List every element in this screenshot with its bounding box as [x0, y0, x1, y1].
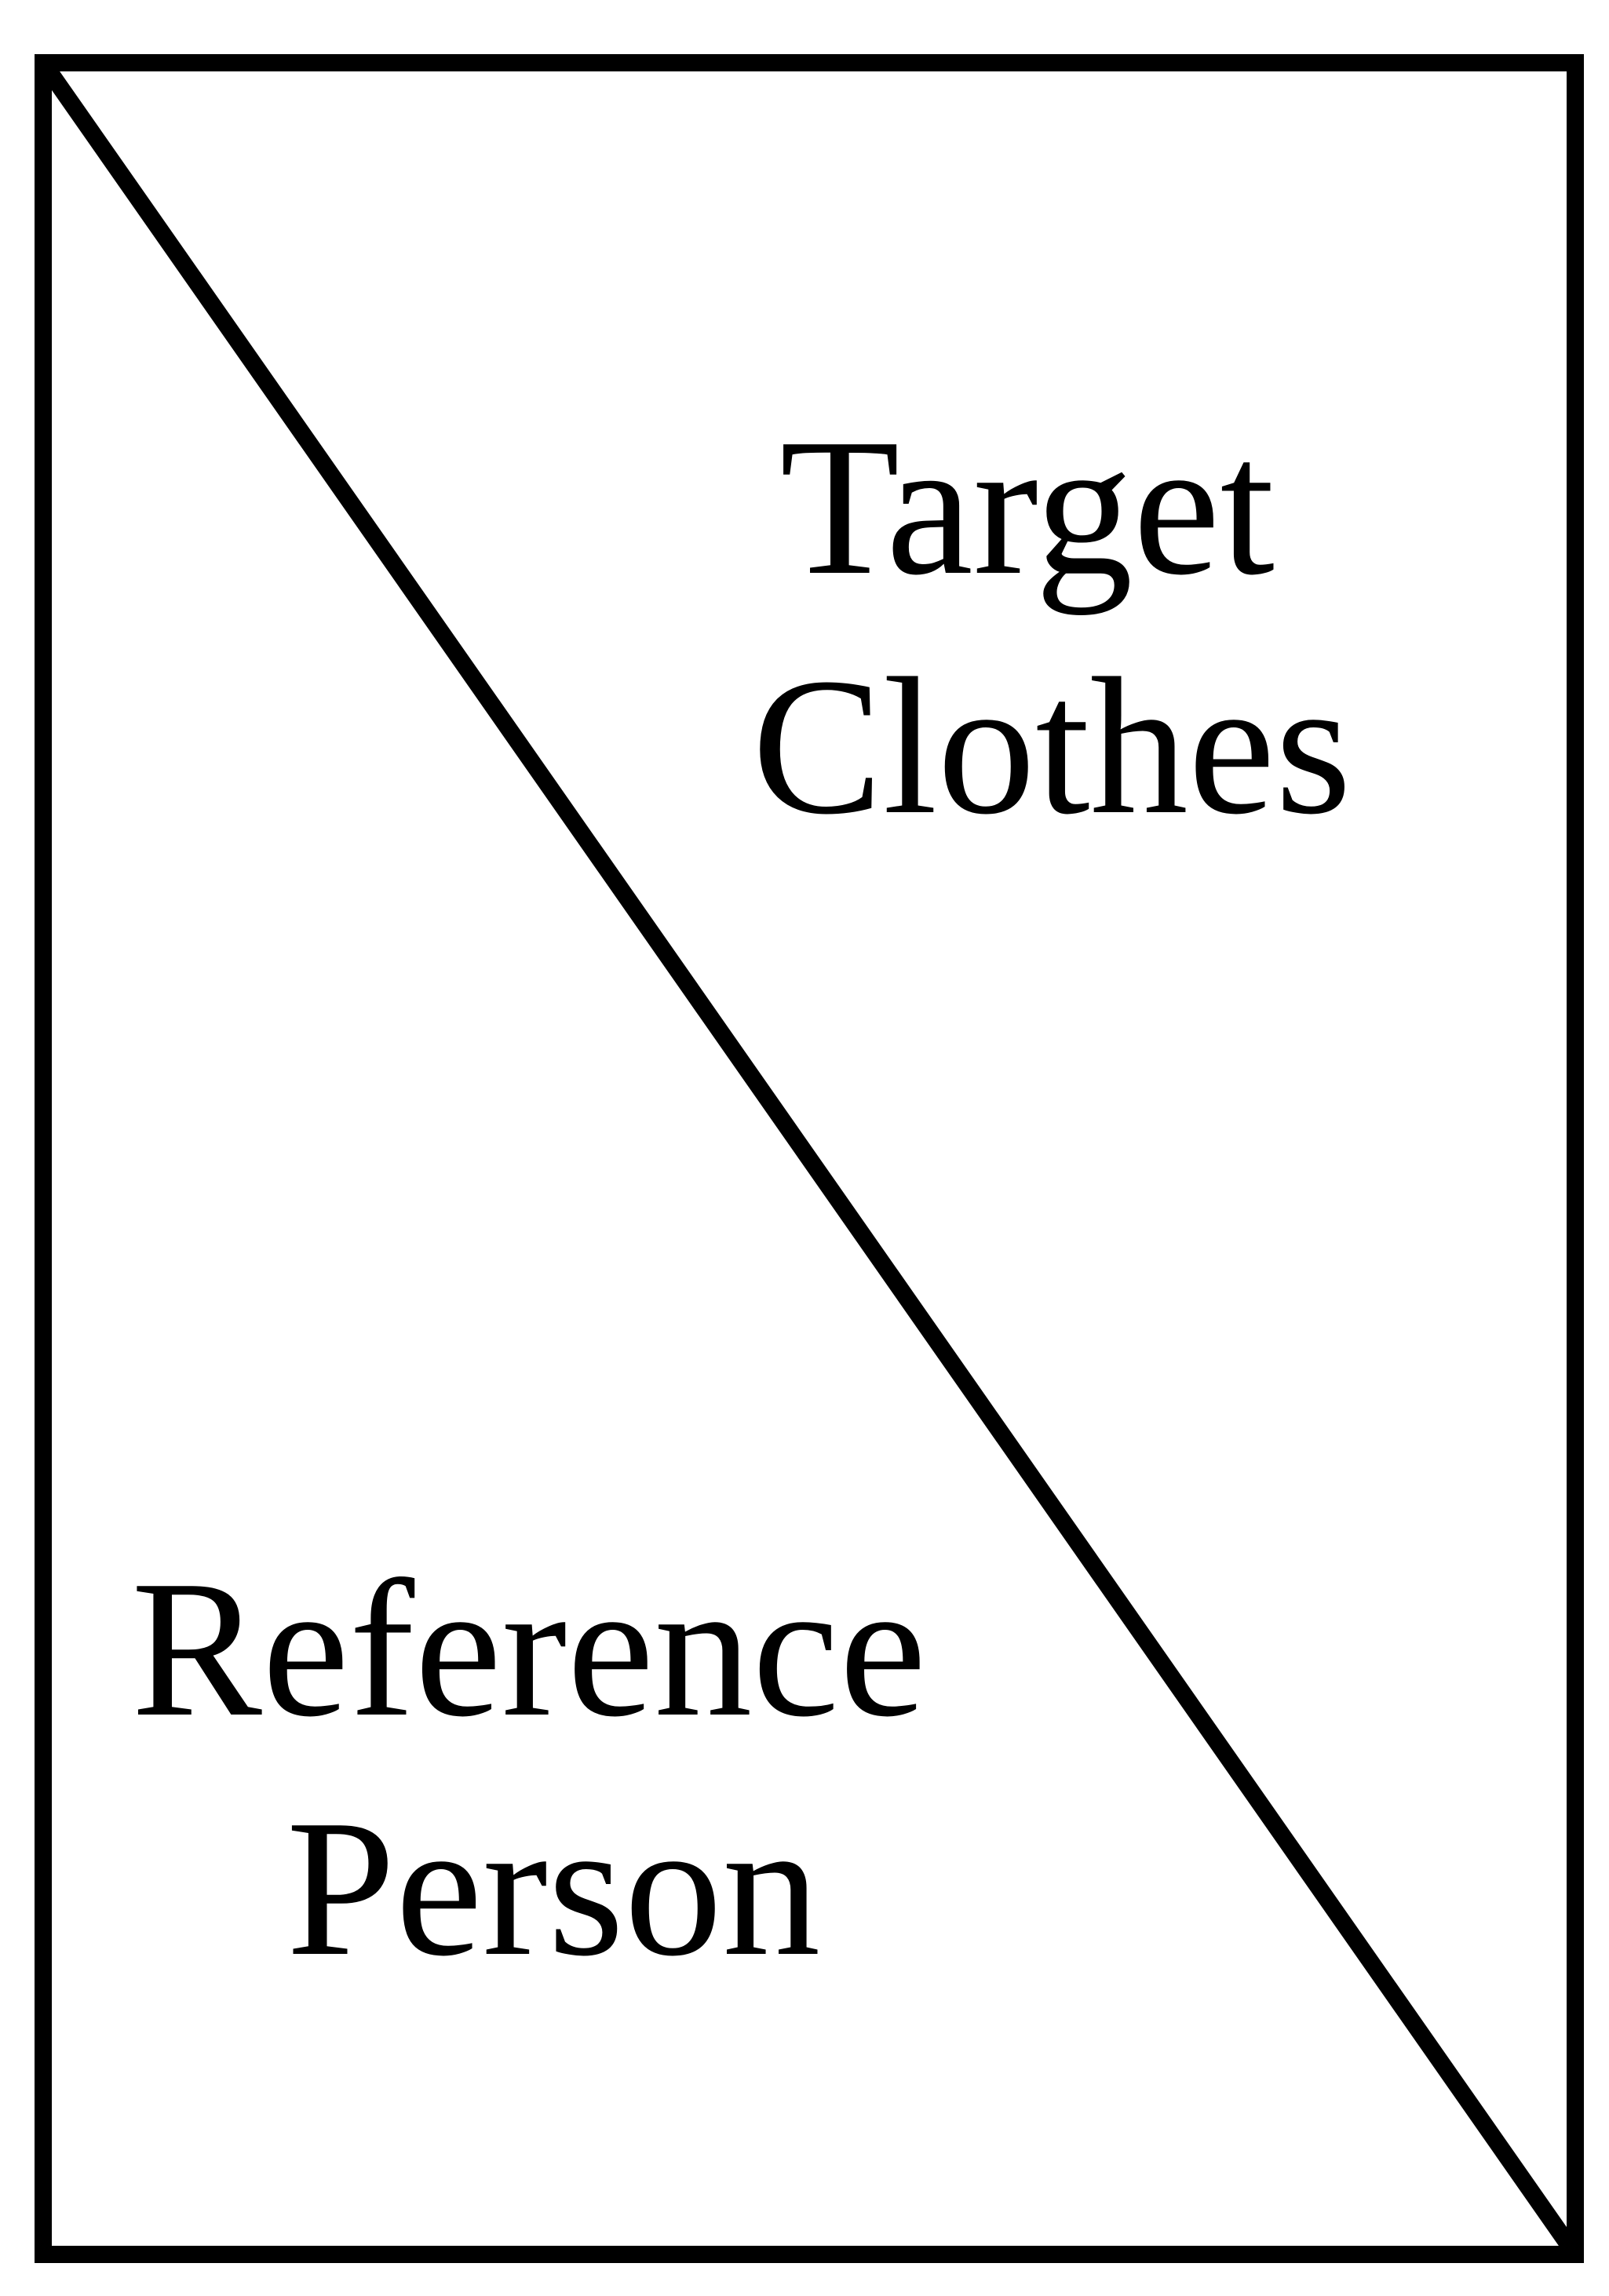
- target-clothes-line2: Clothes: [752, 638, 1352, 855]
- reference-person-line1: Reference: [131, 1540, 926, 1758]
- reference-person-line2: Person: [286, 1780, 821, 1997]
- target-clothes-label: Target Clothes: [752, 399, 1352, 855]
- outer-frame: [35, 54, 1584, 2263]
- target-clothes-line1: Target: [780, 399, 1275, 616]
- reference-person-label: Reference Person: [131, 1540, 976, 1997]
- diagonal-divider: [35, 57, 1583, 2260]
